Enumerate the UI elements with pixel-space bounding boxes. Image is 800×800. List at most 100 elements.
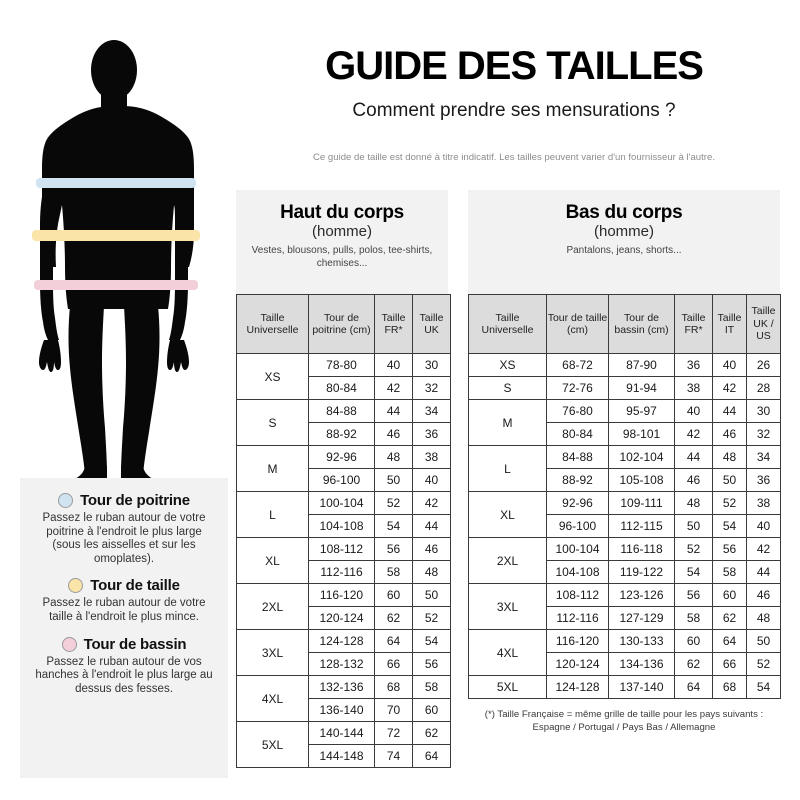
table-body: XS 78-80 40 30 80-84 42 32 S 84-88 44 34 88-92 46 36 M… (236, 353, 451, 768)
cell-2: 46 (412, 537, 451, 561)
figure-and-legend-column: Tour de poitrine Passez le ruban autour … (0, 0, 228, 800)
bottom-body-size-table: Taille Universelle Tour de taille (cm) Tou… (468, 294, 781, 699)
legend-title-hip: Tour de bassin (83, 635, 187, 653)
cell-1: 48 (374, 445, 413, 469)
table-row: 112-116 127-129 58 62 48 (469, 606, 781, 630)
hip-color-dot-icon (61, 636, 77, 652)
cell-1: 102-104 (608, 445, 675, 469)
table-row: 128-132 66 56 (237, 652, 451, 676)
cell-2: 40 (674, 399, 713, 423)
cell-4: 38 (746, 491, 781, 515)
cell-1: 87-90 (608, 353, 675, 377)
cell-1: 66 (374, 652, 413, 676)
cell-3: 48 (712, 445, 747, 469)
table-row: XL 92-96 109-111 48 52 38 (468, 491, 781, 538)
cell-2: 56 (412, 652, 451, 676)
footnote-text: (*) Taille Française = même grille de ta… (484, 709, 764, 733)
cell-2: 44 (412, 514, 451, 538)
table-row: 120-124 62 52 (237, 606, 451, 630)
table-row: 5XL 140-144 72 62 (236, 721, 451, 768)
cell-1: 70 (374, 698, 413, 722)
waist-color-dot-icon (68, 578, 84, 594)
cell-1: 64 (374, 629, 413, 653)
legend-head-waist: Tour de taille (26, 577, 222, 594)
cell-3: 60 (712, 583, 747, 607)
table-row: 136-140 70 60 (237, 698, 451, 722)
cell-0: 80-84 (308, 376, 375, 400)
cell-0: 84-88 (546, 445, 609, 469)
cell-0: 72-76 (546, 376, 609, 400)
cell-4: 40 (746, 514, 781, 538)
cell-1: 56 (374, 537, 413, 561)
male-silhouette-icon (39, 40, 194, 480)
universal-size-cell: S (236, 399, 309, 446)
cell-1: 62 (374, 606, 413, 630)
cell-3: 56 (712, 537, 747, 561)
chest-color-dot-icon (58, 493, 74, 508)
cell-0: 120-124 (546, 652, 609, 676)
table-header-row: Taille Universelle Tour de taille (cm) Tou… (468, 294, 781, 354)
cell-4: 34 (746, 445, 781, 469)
column-header-5: Taille UK / US (746, 294, 781, 354)
legend-desc-chest: Passez le ruban autour de votre poitrine… (42, 512, 206, 565)
cell-4: 26 (746, 353, 781, 377)
cell-0: 88-92 (308, 422, 375, 446)
bottom-body-items: Pantalons, jeans, shorts... (566, 245, 682, 256)
cell-3: 54 (712, 514, 747, 538)
top-body-size-table: Taille Universelle Tour de poitrine (cm) T… (236, 294, 451, 768)
universal-size-cell: S (468, 376, 547, 400)
cell-0: 76-80 (546, 399, 609, 423)
cell-0: 140-144 (308, 721, 375, 745)
column-header-1: Tour de poitrine (cm) (308, 294, 375, 354)
table-header-row: Taille Universelle Tour de poitrine (cm) T… (236, 294, 451, 354)
bottom-body-panel-header: Bas du corps (homme) Pantalons, jeans, s… (468, 190, 780, 294)
table-row: M 92-96 48 38 (236, 445, 451, 492)
cell-1: 91-94 (608, 376, 675, 400)
cell-2: 62 (412, 721, 451, 745)
table-row: 3XL 124-128 64 54 (236, 629, 451, 676)
cell-4: 36 (746, 468, 781, 492)
body-silhouette-figure (0, 18, 228, 480)
cell-3: 44 (712, 399, 747, 423)
cell-0: 108-112 (546, 583, 609, 607)
cell-1: 52 (374, 491, 413, 515)
page-subtitle: Comment prendre ses mensurations ? (352, 100, 676, 121)
disclaimer-text: Ce guide de taille est donné à titre ind… (312, 152, 716, 163)
table-row: L 100-104 52 42 (236, 491, 451, 538)
cell-2: 36 (412, 422, 451, 446)
cell-1: 109-111 (608, 491, 675, 515)
cell-1: 58 (374, 560, 413, 584)
cell-1: 74 (374, 744, 413, 768)
table-row: 4XL 116-120 130-133 60 64 50 (468, 629, 781, 676)
cell-1: 134-136 (608, 652, 675, 676)
column-header-3: Taille UK (412, 294, 451, 354)
cell-1: 127-129 (608, 606, 675, 630)
column-header-2: Tour de bassin (cm) (608, 294, 675, 354)
cell-0: 88-92 (546, 468, 609, 492)
page-header: GUIDE DES TAILLES Comment prendre ses me… (228, 0, 800, 186)
cell-0: 96-100 (546, 514, 609, 538)
top-body-panel-header: Haut du corps (homme) Vestes, blousons, … (236, 190, 448, 294)
cell-2: 50 (412, 583, 451, 607)
cell-2: 60 (674, 629, 713, 653)
universal-size-cell: 5XL (468, 675, 547, 699)
cell-2: 64 (674, 675, 713, 699)
cell-4: 30 (746, 399, 781, 423)
column-header-0: Taille Universelle (468, 294, 547, 354)
table-row: XL 108-112 56 46 (236, 537, 451, 584)
cell-2: 56 (674, 583, 713, 607)
cell-2: 44 (674, 445, 713, 469)
cell-0: 92-96 (308, 445, 375, 469)
legend-item-chest: Tour de poitrine Passez le ruban autour … (26, 492, 222, 566)
cell-1: 116-118 (608, 537, 675, 561)
legend-head-chest: Tour de poitrine (26, 492, 222, 509)
waist-band (32, 230, 200, 241)
top-body-title: Haut du corps (280, 202, 404, 223)
cell-2: 48 (412, 560, 451, 584)
cell-0: 132-136 (308, 675, 375, 699)
cell-0: 124-128 (308, 629, 375, 653)
column-header-4: Taille IT (712, 294, 747, 354)
cell-0: 128-132 (308, 652, 375, 676)
table-row: S 72-76 91-94 38 42 28 (468, 376, 781, 400)
cell-4: 42 (746, 537, 781, 561)
